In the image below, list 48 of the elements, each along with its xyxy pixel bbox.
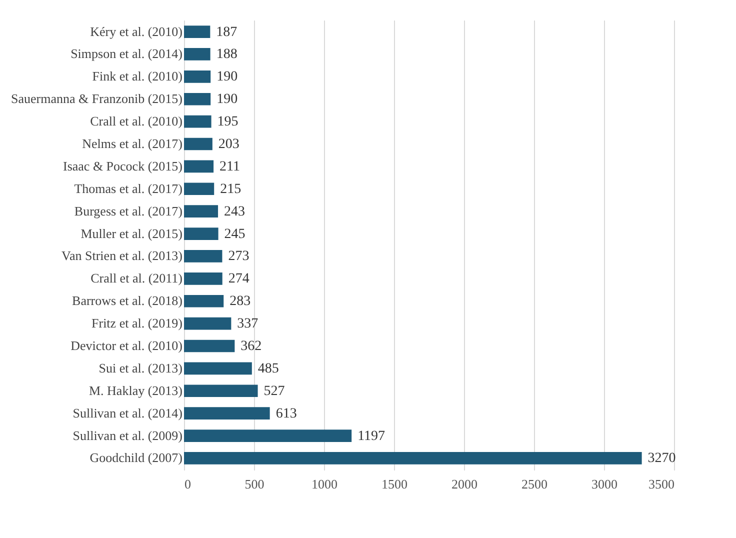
data-label: 245: [224, 226, 246, 242]
data-label: 211: [220, 159, 240, 174]
data-label: 243: [224, 204, 246, 220]
y-tick-label: Sauermanna & Franzonib (2015): [11, 91, 182, 106]
data-label: 187: [216, 24, 238, 40]
data-label: 274: [228, 272, 250, 287]
x-tick-label: 3500: [648, 476, 674, 492]
x-tick-label: 3000: [592, 476, 618, 492]
x-tick-label: 0: [184, 476, 191, 492]
y-tick-label: Thomas et al. (2017): [74, 180, 182, 196]
data-label: 362: [240, 338, 262, 354]
data-label: 190: [216, 92, 238, 108]
data-label: 613: [276, 406, 297, 422]
x-tick-label: 1500: [382, 476, 408, 492]
data-label: 3270: [648, 451, 676, 466]
x-tick-label: 1000: [312, 476, 338, 492]
y-tick-label: Devictor et al. (2010): [70, 338, 182, 353]
y-tick-label: Sullivan et al. (2009): [72, 428, 182, 443]
data-label: 195: [217, 114, 238, 130]
y-tick-label: M. Haklay (2013): [88, 382, 182, 398]
y-tick-label: Simpson et al. (2014): [70, 46, 182, 62]
data-label: 273: [228, 249, 250, 264]
y-tick-label: Van Strien et al. (2013): [62, 248, 182, 264]
y-tick-label: Kéry et al. (2010): [90, 24, 182, 39]
x-tick-label: 2000: [452, 476, 478, 492]
data-label: 1197: [358, 428, 386, 444]
data-label: 485: [258, 361, 279, 376]
y-tick-label: Isaac & Pocock (2015): [63, 158, 182, 174]
y-tick-label: Muller et al. (2015): [80, 226, 182, 241]
y-tick-label: Nelms et al. (2017): [82, 136, 182, 152]
y-tick-label: Fritz et al. (2019): [92, 316, 182, 331]
data-label: 188: [216, 47, 238, 62]
data-label: 215: [220, 182, 242, 197]
data-label: 527: [264, 384, 285, 399]
y-tick-label: Crall et al. (2011): [90, 270, 182, 286]
y-tick-label: Fink et al. (2010): [92, 68, 182, 84]
y-tick-label: Barrows et al. (2018): [72, 293, 182, 308]
data-label: 283: [230, 294, 251, 310]
y-tick-label: Burgess et al. (2017): [74, 203, 182, 218]
x-tick-label: 500: [244, 476, 264, 492]
y-tick-label: Sullivan et al. (2014): [72, 405, 182, 420]
y-tick-label: Goodchild (2007): [90, 450, 182, 466]
data-label: 203: [218, 137, 240, 152]
x-tick-label: 2500: [522, 476, 548, 492]
data-label: 190: [216, 70, 238, 85]
data-label: 337: [237, 316, 258, 332]
y-tick-label: Sui et al. (2013): [98, 360, 182, 376]
y-tick-label: Crall et al. (2010): [90, 114, 182, 129]
